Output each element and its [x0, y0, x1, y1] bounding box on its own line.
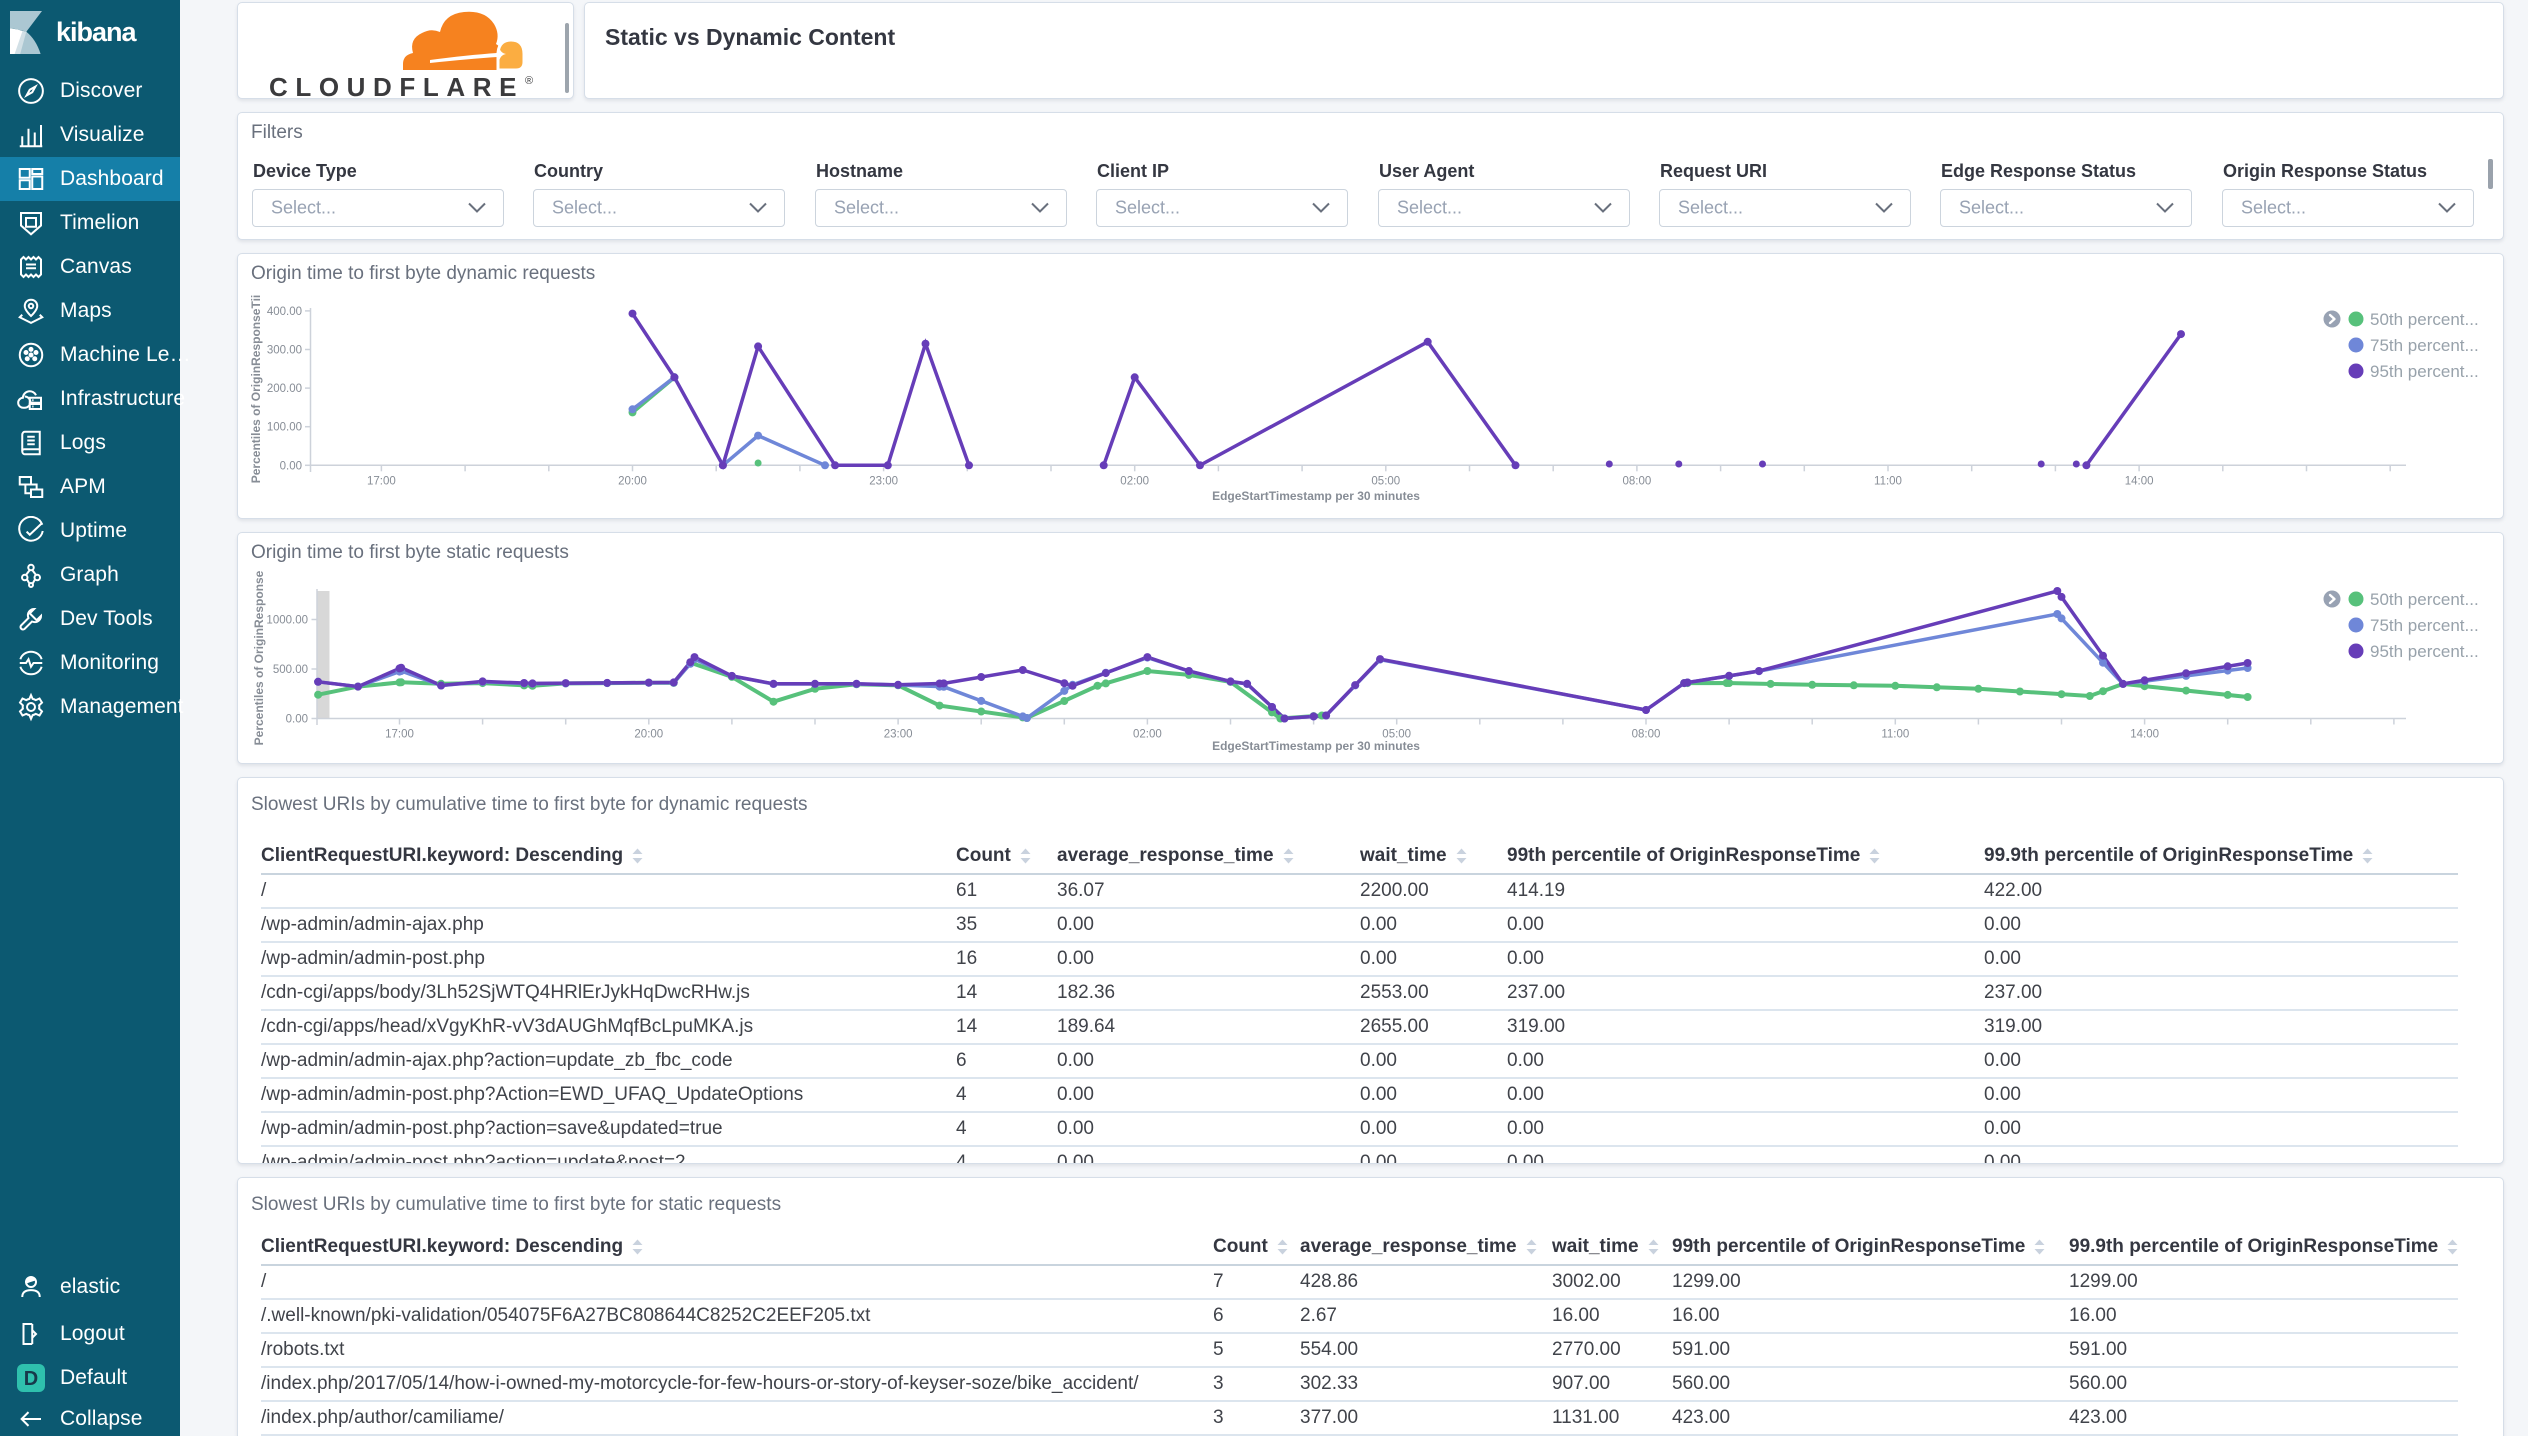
svg-text:95th percent...: 95th percent... — [2370, 642, 2479, 661]
svg-text:500.00: 500.00 — [273, 664, 308, 676]
svg-text:11:00: 11:00 — [1881, 729, 1909, 741]
svg-text:17:00: 17:00 — [385, 729, 414, 741]
svg-text:300.00: 300.00 — [267, 345, 302, 357]
svg-text:11:00: 11:00 — [1874, 475, 1902, 487]
svg-text:50th percent...: 50th percent... — [2370, 590, 2479, 609]
svg-text:02:00: 02:00 — [1133, 729, 1162, 741]
svg-text:08:00: 08:00 — [1632, 729, 1661, 741]
svg-text:EdgeStartTimestamp per 30 minu: EdgeStartTimestamp per 30 minutes — [1212, 489, 1420, 503]
svg-text:75th percent...: 75th percent... — [2370, 336, 2479, 355]
svg-text:20:00: 20:00 — [634, 729, 663, 741]
svg-text:14:00: 14:00 — [2125, 475, 2154, 487]
svg-text:17:00: 17:00 — [367, 475, 396, 487]
svg-text:08:00: 08:00 — [1623, 475, 1652, 487]
svg-text:23:00: 23:00 — [869, 475, 898, 487]
svg-text:05:00: 05:00 — [1371, 475, 1400, 487]
svg-text:95th percent...: 95th percent... — [2370, 362, 2479, 381]
svg-text:05:00: 05:00 — [1382, 729, 1411, 741]
svg-text:0.00: 0.00 — [280, 460, 302, 472]
svg-text:200.00: 200.00 — [267, 383, 302, 395]
svg-text:75th percent...: 75th percent... — [2370, 616, 2479, 635]
svg-text:D: D — [24, 1368, 38, 1390]
svg-text:20:00: 20:00 — [618, 475, 647, 487]
svg-text:50th percent...: 50th percent... — [2370, 310, 2479, 329]
svg-text:1000.00: 1000.00 — [266, 615, 308, 627]
svg-text:100.00: 100.00 — [267, 422, 302, 434]
svg-text:Percentiles of OriginResponseT: Percentiles of OriginResponseTii — [249, 295, 263, 484]
svg-text:14:00: 14:00 — [2130, 729, 2159, 741]
svg-text:23:00: 23:00 — [884, 729, 913, 741]
svg-text:0.00: 0.00 — [286, 714, 308, 726]
svg-text:400.00: 400.00 — [267, 306, 302, 318]
svg-text:02:00: 02:00 — [1120, 475, 1149, 487]
svg-text:Percentiles of OriginResponse: Percentiles of OriginResponse — [252, 570, 266, 745]
svg-text:EdgeStartTimestamp per 30 minu: EdgeStartTimestamp per 30 minutes — [1212, 739, 1420, 753]
